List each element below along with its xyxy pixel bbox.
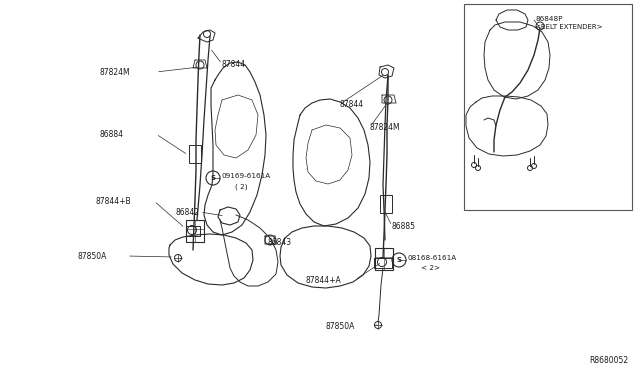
Text: 08168-6161A: 08168-6161A (408, 255, 457, 261)
Text: S: S (397, 257, 401, 263)
Bar (189, 145, 201, 163)
Text: 87850A: 87850A (325, 322, 355, 331)
Bar (375, 248, 393, 270)
Text: 86848P: 86848P (535, 16, 563, 22)
Text: 87844+B: 87844+B (95, 197, 131, 206)
Text: < 2>: < 2> (421, 265, 440, 271)
Text: 86842: 86842 (175, 208, 199, 217)
Text: 87850A: 87850A (78, 252, 108, 261)
Text: 87824M: 87824M (370, 123, 401, 132)
Text: 87844: 87844 (222, 60, 246, 69)
Text: <BELT EXTENDER>: <BELT EXTENDER> (535, 24, 602, 30)
Text: R8680052: R8680052 (589, 356, 628, 365)
Text: 87844: 87844 (340, 100, 364, 109)
Text: ( 2): ( 2) (235, 183, 248, 189)
Bar (464, 4, 632, 210)
Text: 87824M: 87824M (100, 68, 131, 77)
Text: 86884: 86884 (100, 130, 124, 139)
Bar (380, 195, 392, 213)
Text: 86885: 86885 (392, 222, 416, 231)
Bar (186, 220, 204, 242)
Text: S: S (211, 175, 216, 181)
Text: 86843: 86843 (268, 238, 292, 247)
Text: 09169-6161A: 09169-6161A (222, 173, 271, 179)
Text: 87844+A: 87844+A (305, 276, 340, 285)
